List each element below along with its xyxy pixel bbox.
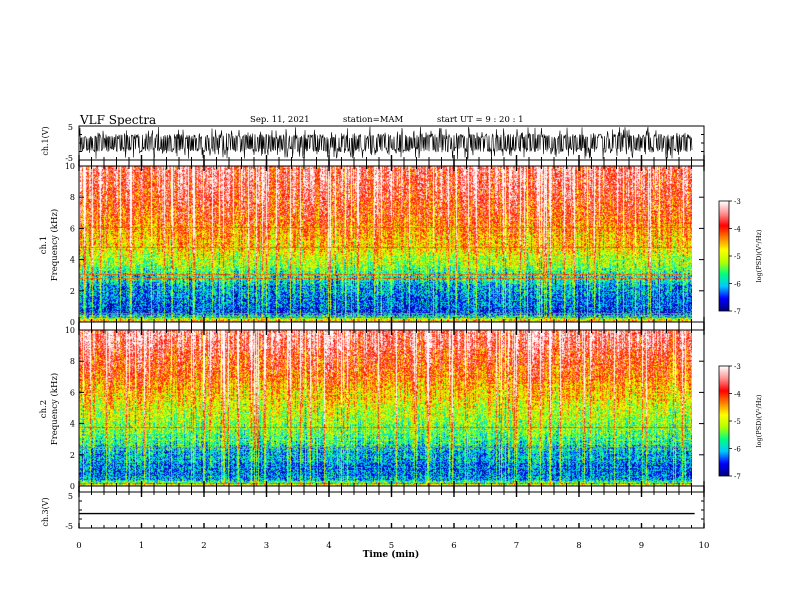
colorbar-tick-label: -5 [734, 418, 741, 426]
colorbar-image [719, 201, 729, 311]
ch1-ytick-top: 5 [68, 123, 73, 132]
ch1-spectrogram [79, 166, 704, 322]
colorbar-tick-label: -4 [734, 391, 741, 399]
ch1-colorbar: -3 -4 -5 -6 -7 log(PSD)(V²/Hz) [719, 198, 763, 316]
colorbar-tick-label: -5 [734, 253, 741, 261]
ch3-waveform-panel: ch.3(V) 5 -5 [41, 492, 695, 531]
ch2-spec-ylabel-channel: ch.2 [39, 400, 49, 418]
xtick-label: 2 [201, 541, 206, 551]
ytick-label: 8 [70, 193, 75, 202]
ytick-label: 6 [70, 224, 75, 233]
ytick-label: 10 [65, 326, 75, 335]
ch3-ytick-top: 5 [68, 492, 73, 501]
colorbar-label: log(PSD)(V²/Hz) [755, 394, 763, 447]
ch2-colorbar: -3 -4 -5 -6 -7 log(PSD)(V²/Hz) [719, 363, 763, 481]
colorbar-image [719, 366, 729, 476]
ch1-spec-ylabel-channel: ch.1 [39, 236, 49, 254]
x-axis-label: Time (min) [363, 549, 420, 560]
spectrogram-image-1 [79, 166, 692, 322]
ytick-label: 0 [70, 482, 75, 491]
colorbar-tick-label: -7 [734, 473, 741, 481]
xtick-label: 4 [326, 541, 331, 551]
xtick-label: 3 [264, 541, 269, 551]
ytick-label: 4 [70, 420, 75, 429]
colorbar-tick-label: -6 [734, 446, 741, 454]
colorbar-tick-label: -3 [734, 363, 741, 371]
ytick-label: 10 [65, 162, 75, 171]
ytick-label: 6 [70, 388, 75, 397]
xtick-label: 9 [639, 541, 644, 551]
panel-frame-3 [79, 492, 704, 528]
ytick-label: 2 [70, 451, 75, 460]
xtick-label: 0 [76, 541, 81, 551]
colorbar-tick-label: -6 [734, 281, 741, 289]
ch1-spec-ylabel-freq: Frequency (kHz) [49, 209, 60, 281]
ytick-label: 2 [70, 287, 75, 296]
colorbar-tick-label: -4 [734, 226, 741, 234]
xtick-label: 6 [451, 541, 456, 551]
colorbar-tick-label: -7 [734, 308, 741, 316]
xtick-label: 8 [576, 541, 581, 551]
xtick-label: 1 [139, 541, 144, 551]
ytick-label: 4 [70, 256, 75, 265]
xtick-label: 7 [514, 541, 519, 551]
colorbar-tick-label: -3 [734, 198, 741, 206]
ch3-ylabel: ch.3(V) [41, 497, 50, 526]
ch1-ylabel: ch.1(V) [41, 126, 50, 155]
ch1-waveform-trace [79, 127, 692, 159]
colorbar-label: log(PSD)(V²/Hz) [755, 229, 763, 282]
ch3-ytick-bottom: -5 [65, 522, 73, 531]
spectrogram-image-2 [79, 330, 692, 486]
ch2-spec-ylabel-freq: Frequency (kHz) [49, 373, 60, 445]
xtick-label: 10 [699, 541, 710, 551]
ch2-spectrogram [79, 330, 704, 486]
ytick-label: 8 [70, 357, 75, 366]
